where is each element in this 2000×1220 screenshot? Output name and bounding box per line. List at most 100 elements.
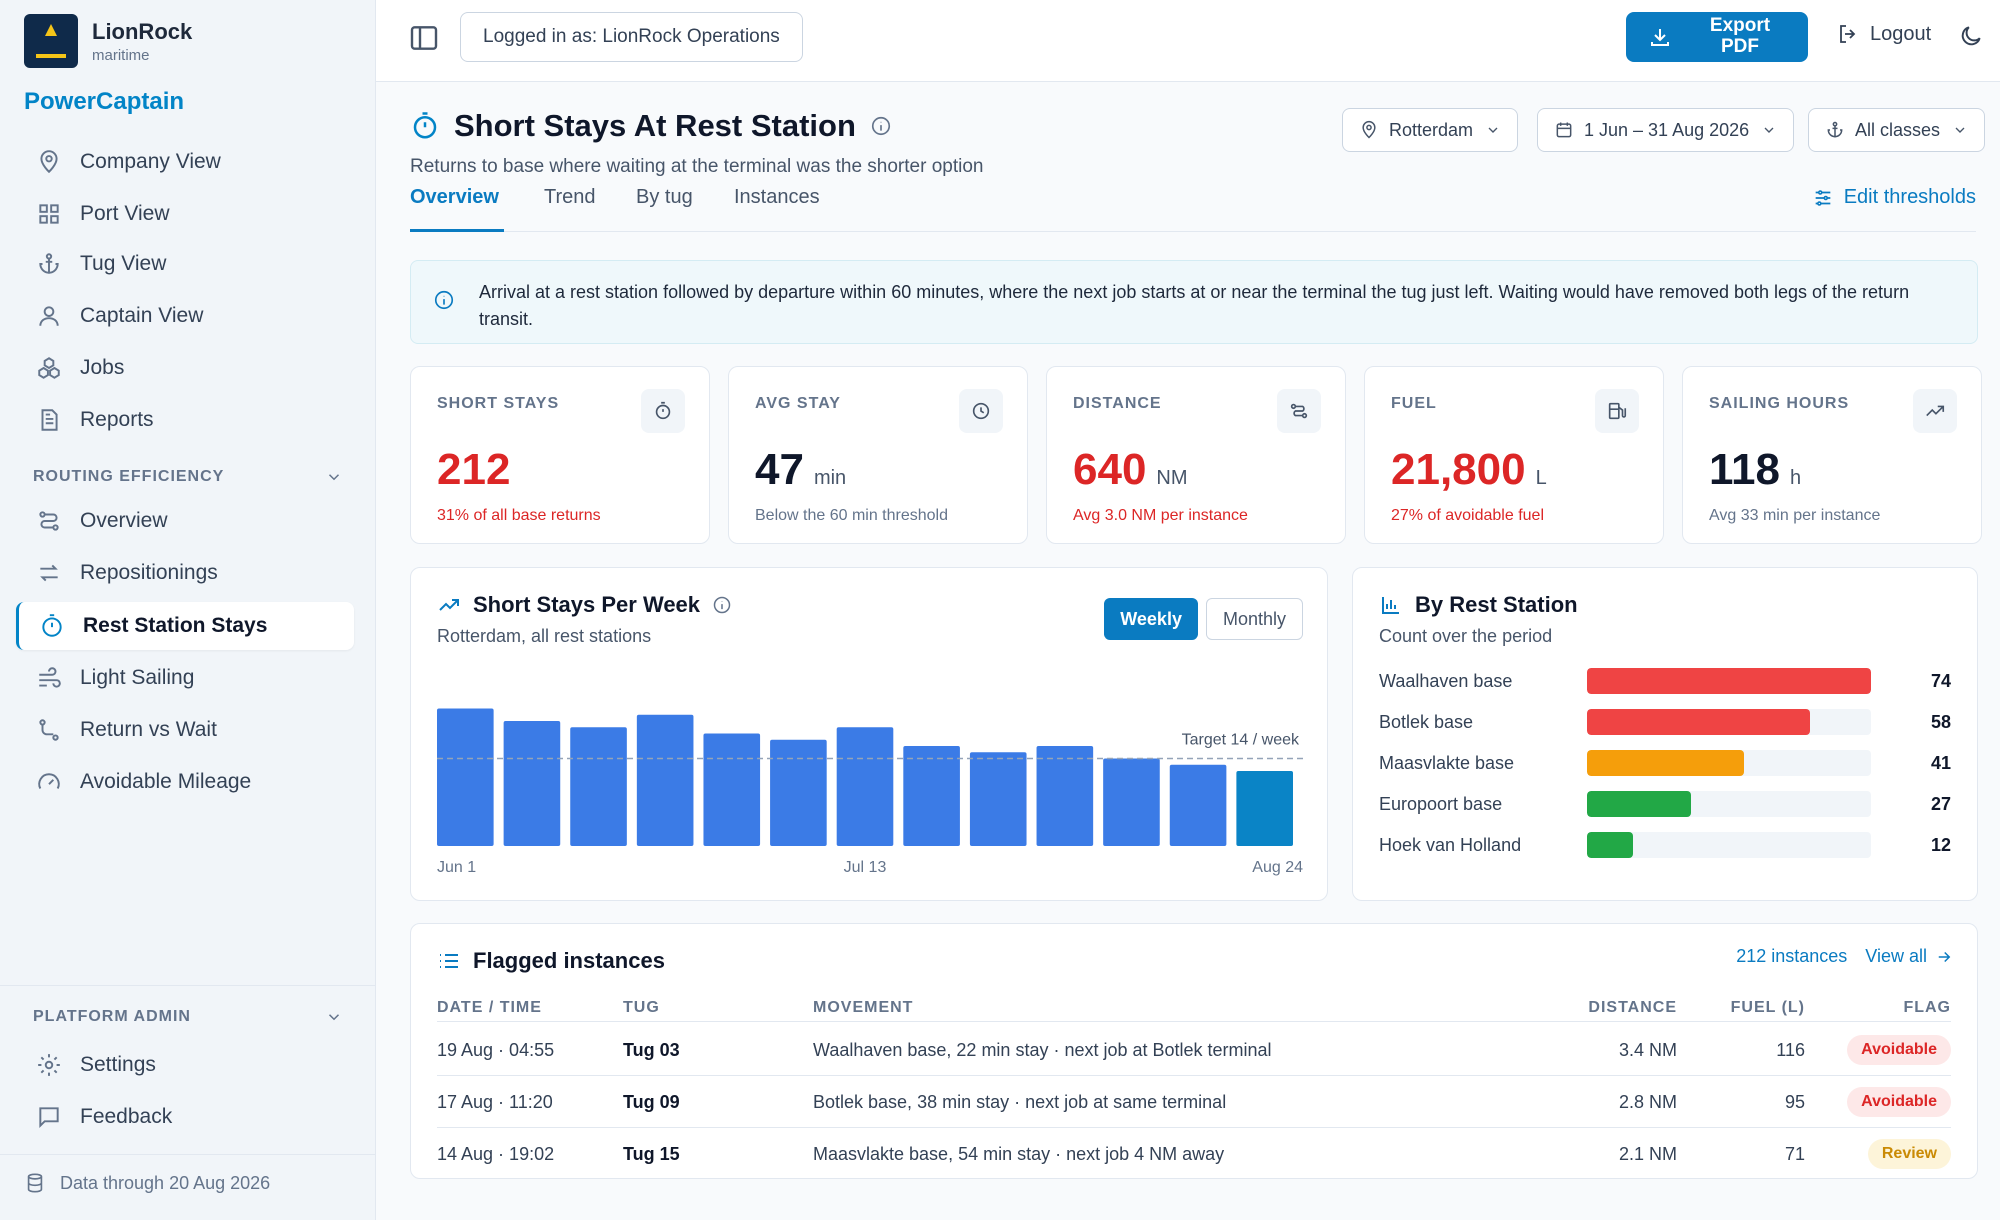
tab-trend[interactable]: Trend: [544, 186, 596, 208]
chart-bar[interactable]: [636, 714, 694, 846]
column-header[interactable]: DATE / TIME: [437, 999, 542, 1016]
tab-overview[interactable]: Overview: [410, 186, 504, 232]
table-header: DATE / TIME TUG MOVEMENT DISTANCE FUEL (…: [437, 994, 1951, 1022]
export-label-2: PDF: [1721, 36, 1759, 57]
chart-bar[interactable]: [969, 752, 1027, 846]
rest-station-name: Maasvlakte base: [1379, 752, 1515, 773]
monthly-toggle-button[interactable]: Monthly: [1205, 598, 1303, 640]
section-routing-efficiency[interactable]: ROUTING EFFICIENCY: [33, 468, 343, 486]
rest-station-row[interactable]: Botlek base 58: [1379, 707, 1951, 737]
database-icon: [27, 1173, 43, 1193]
table-row[interactable]: 14 Aug · 19:02 Tug 15 Maasvlakte base, 54 …: [437, 1128, 1951, 1180]
sidebar-item-label: Company View: [80, 150, 221, 173]
kpi-subtext: Below the 60 min threshold: [755, 507, 948, 524]
cell-tug: Tug 09: [623, 1091, 680, 1112]
cell-distance: 3.4 NM: [1618, 1039, 1677, 1060]
sidebar-item-feedback[interactable]: Feedback: [16, 1093, 354, 1141]
sidebar-item-light-sailing[interactable]: Light Sailing: [16, 654, 354, 702]
sidebar-item-return-vs-wait[interactable]: Return vs Wait: [16, 706, 354, 754]
instances-count-link[interactable]: 212 instances: [1736, 946, 1848, 966]
logout-label: Logout: [1870, 22, 1932, 45]
cell-movement: Botlek base, 38 min stay · next job at s…: [813, 1091, 1227, 1112]
cell-fuel: 95: [1784, 1091, 1805, 1112]
export-pdf-button[interactable]: Export PDF: [1626, 12, 1808, 62]
sidebar-item-company-view[interactable]: Company View: [16, 138, 354, 186]
weekly-bar-chart: Target 14 / week Jun 1 Jul 13 Aug 24: [437, 708, 1303, 876]
rest-station-row[interactable]: Waalhaven base 74: [1379, 666, 1951, 696]
logout-button[interactable]: Logout: [1836, 22, 1931, 46]
sidebar-item-port-view[interactable]: Port View: [16, 190, 354, 238]
rest-station-row[interactable]: Maasvlakte base 41: [1379, 748, 1951, 778]
chart-bar[interactable]: [770, 739, 827, 846]
kpi-label: FUEL: [1391, 395, 1437, 412]
page-subtitle: Returns to base where waiting at the ter…: [410, 156, 984, 177]
vessel-class-filter[interactable]: All classes: [1808, 108, 1986, 152]
sidebar-item-captain-view[interactable]: Captain View: [16, 292, 354, 340]
chart-bar[interactable]: [503, 721, 561, 846]
document-icon: [41, 409, 58, 431]
kpi-label: SAILING HOURS: [1709, 395, 1850, 412]
chart-bar[interactable]: [836, 727, 894, 846]
x-tick-label: Aug 24: [1252, 859, 1303, 876]
rest-station-title: By Rest Station: [1415, 592, 1578, 617]
sidebar-item-label: Light Sailing: [80, 666, 195, 689]
sidebar-item-reports[interactable]: Reports: [16, 396, 354, 444]
section-label: ROUTING EFFICIENCY: [33, 468, 225, 485]
page-tabs: Overview Trend By tug Instances Edit thr…: [410, 186, 1976, 232]
chart-bar[interactable]: [903, 746, 960, 846]
info-icon[interactable]: [712, 595, 732, 615]
x-tick-label: Jun 1: [437, 859, 476, 876]
cell-fuel: 116: [1776, 1039, 1805, 1060]
table-row[interactable]: 17 Aug · 11:20 Tug 09 Botlek base, 38 min …: [437, 1076, 1951, 1128]
sidebar-item-settings[interactable]: Settings: [16, 1041, 354, 1089]
x-tick-label: Jul 13: [844, 859, 887, 876]
sidebar-toggle-icon[interactable]: [408, 22, 440, 54]
sidebar-item-rest-station-stays[interactable]: Rest Station Stays: [16, 602, 354, 650]
chart-bar[interactable]: [703, 733, 761, 847]
section-platform-admin[interactable]: PLATFORM ADMIN: [33, 1008, 343, 1026]
chart-bar: [1587, 832, 1634, 858]
kpi-value: 118: [1709, 445, 1780, 494]
chart-bar[interactable]: [1236, 771, 1293, 846]
column-header[interactable]: FUEL (L): [1730, 999, 1805, 1016]
chart-bar[interactable]: [1036, 746, 1094, 846]
weekly-toggle-button[interactable]: Weekly: [1104, 598, 1198, 640]
brand[interactable]: LionRock maritime: [24, 14, 192, 68]
column-header[interactable]: TUG: [623, 999, 660, 1016]
wind-icon: [39, 667, 61, 688]
chart-bar[interactable]: [1169, 764, 1227, 846]
column-header[interactable]: DISTANCE: [1588, 999, 1677, 1016]
chart-bar[interactable]: [1103, 758, 1160, 847]
kpi-avg-stay: AVG STAY 47 min Below the 60 min threshol…: [728, 366, 1028, 544]
edit-thresholds-button[interactable]: Edit thresholds: [1812, 186, 1976, 209]
sidebar-item-overview[interactable]: Overview: [16, 497, 354, 545]
rest-station-name: Hoek van Holland: [1379, 834, 1522, 855]
chart-bar[interactable]: [570, 727, 627, 846]
rest-station-count: 74: [1930, 670, 1951, 691]
chart-bar[interactable]: [437, 708, 494, 847]
bar-track: [1587, 791, 1871, 817]
date-range-filter[interactable]: 1 Jun – 31 Aug 2026: [1537, 108, 1795, 152]
sidebar-item-tug-view[interactable]: Tug View: [16, 240, 354, 288]
period-toggle: Weekly Monthly: [1096, 598, 1303, 640]
moon-icon[interactable]: [1958, 23, 1984, 49]
tab-by-tug[interactable]: By tug: [636, 186, 693, 208]
tab-instances[interactable]: Instances: [734, 186, 820, 208]
cell-flag: Avoidable: [1817, 1076, 1951, 1128]
column-header[interactable]: MOVEMENT: [813, 999, 914, 1016]
brand-name: LionRock: [92, 18, 193, 44]
info-icon[interactable]: [870, 115, 892, 137]
rest-station-row[interactable]: Hoek van Holland 12: [1379, 830, 1951, 860]
table-row[interactable]: 19 Aug · 04:55 Tug 03 Waalhaven base, 22 m…: [437, 1024, 1951, 1076]
sidebar-item-repositionings[interactable]: Repositionings: [16, 549, 354, 597]
port-filter[interactable]: Rotterdam: [1342, 108, 1519, 152]
arrow-right-icon: [1938, 951, 1951, 962]
cell-fuel: 71: [1784, 1143, 1805, 1164]
column-header[interactable]: FLAG: [1903, 999, 1951, 1016]
rest-station-row[interactable]: Europoort base 27: [1379, 789, 1951, 819]
view-all-link[interactable]: View all: [1865, 946, 1927, 966]
sidebar-item-jobs[interactable]: Jobs: [16, 344, 354, 392]
sidebar-item-avoidable-mileage[interactable]: Avoidable Mileage: [16, 758, 354, 806]
fuel-icon: [1595, 389, 1639, 433]
calendar-icon: [1556, 122, 1572, 138]
